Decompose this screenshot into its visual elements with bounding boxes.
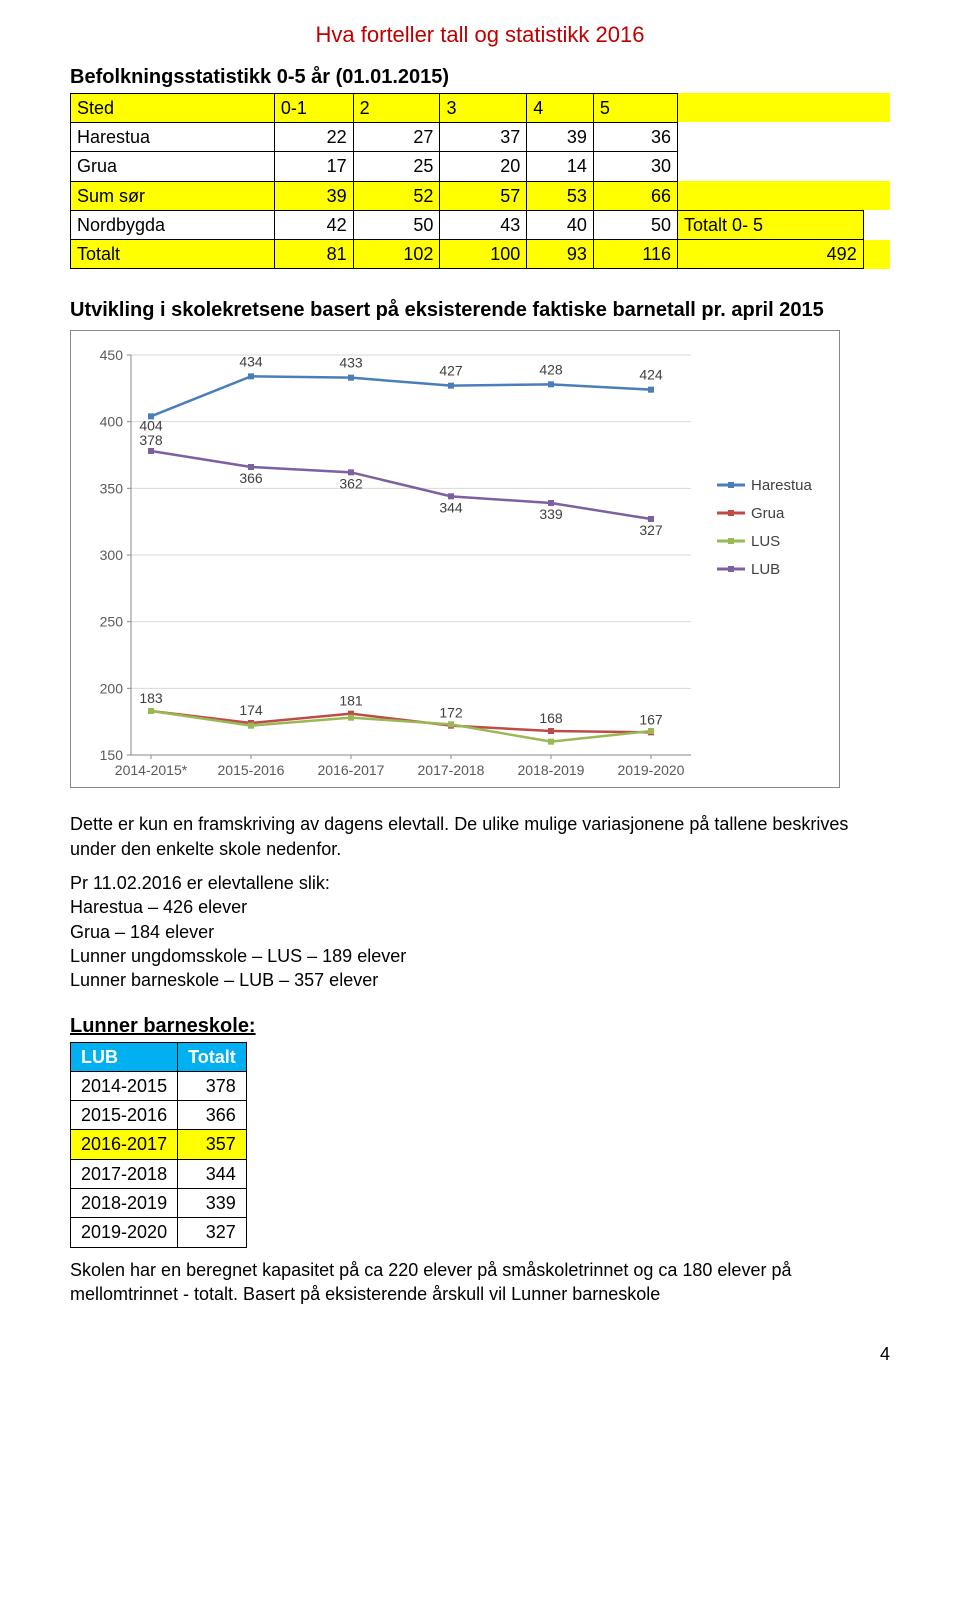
svg-text:339: 339: [539, 506, 563, 522]
svg-text:Grua: Grua: [751, 505, 785, 522]
section1-title: Befolkningsstatistikk 0-5 år (01.01.2015…: [70, 64, 890, 91]
svg-text:350: 350: [100, 481, 124, 497]
svg-text:378: 378: [139, 432, 163, 448]
svg-text:2014-2015*: 2014-2015*: [115, 762, 188, 777]
svg-text:300: 300: [100, 547, 124, 563]
svg-text:172: 172: [439, 705, 463, 721]
page-title: Hva forteller tall og statistikk 2016: [70, 20, 890, 50]
svg-text:327: 327: [639, 522, 663, 538]
para2-line: Lunner ungdomsskole – LUS – 189 elever: [70, 946, 406, 966]
para2-line: Grua – 184 elever: [70, 922, 214, 942]
svg-text:2016-2017: 2016-2017: [318, 762, 385, 777]
svg-text:427: 427: [439, 363, 463, 379]
svg-text:LUB: LUB: [751, 561, 780, 578]
svg-text:433: 433: [339, 355, 363, 371]
svg-text:344: 344: [439, 500, 463, 516]
svg-text:168: 168: [539, 710, 563, 726]
svg-text:200: 200: [100, 681, 124, 697]
svg-text:450: 450: [100, 347, 124, 363]
school-heading: Lunner barneskole:: [70, 1013, 890, 1040]
svg-text:366: 366: [239, 470, 263, 486]
paragraph-2: Pr 11.02.2016 er elevtallene slik: Hares…: [70, 871, 890, 992]
svg-text:2017-2018: 2017-2018: [418, 762, 485, 777]
svg-text:150: 150: [100, 747, 124, 763]
svg-text:167: 167: [639, 712, 663, 728]
page-number: 4: [70, 1342, 890, 1366]
svg-text:2019-2020: 2019-2020: [618, 762, 685, 777]
svg-text:181: 181: [339, 693, 363, 709]
para2-line: Harestua – 426 elever: [70, 897, 247, 917]
svg-text:2015-2016: 2015-2016: [218, 762, 285, 777]
lub-table: LUBTotalt2014-20153782015-20163662016-20…: [70, 1042, 247, 1248]
para2-line: Lunner barneskole – LUB – 357 elever: [70, 970, 378, 990]
svg-text:Harestua: Harestua: [751, 477, 813, 494]
svg-text:183: 183: [139, 690, 163, 706]
svg-text:400: 400: [100, 414, 124, 430]
line-chart: 150 200 250 300 350 400 450 2014-2015* 2015-2016…: [81, 345, 829, 777]
population-table: Sted0-12345Harestua2227373936Grua1725201…: [70, 93, 890, 270]
svg-text:362: 362: [339, 476, 363, 492]
paragraph-1: Dette er kun en framskriving av dagens e…: [70, 812, 890, 861]
para2-lead: Pr 11.02.2016 er elevtallene slik:: [70, 873, 330, 893]
svg-text:404: 404: [139, 418, 163, 434]
svg-text:2018-2019: 2018-2019: [518, 762, 585, 777]
section2-title: Utvikling i skolekretsene basert på eksi…: [70, 297, 890, 324]
svg-text:174: 174: [239, 702, 263, 718]
svg-text:434: 434: [239, 354, 263, 370]
svg-text:424: 424: [639, 367, 663, 383]
svg-text:428: 428: [539, 362, 563, 378]
svg-text:250: 250: [100, 614, 124, 630]
svg-text:LUS: LUS: [751, 533, 780, 550]
paragraph-3: Skolen har en beregnet kapasitet på ca 2…: [70, 1258, 890, 1307]
chart-container: 150 200 250 300 350 400 450 2014-2015* 2015-2016…: [70, 330, 840, 788]
